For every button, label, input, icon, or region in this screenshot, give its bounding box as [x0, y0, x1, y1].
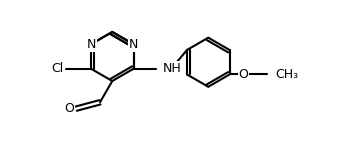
- Text: O: O: [64, 102, 74, 115]
- Text: Cl: Cl: [51, 62, 63, 75]
- Text: NH: NH: [163, 62, 182, 75]
- Text: N: N: [86, 38, 96, 51]
- Text: CH₃: CH₃: [275, 68, 298, 81]
- Text: O: O: [238, 68, 248, 81]
- Text: N: N: [129, 38, 138, 51]
